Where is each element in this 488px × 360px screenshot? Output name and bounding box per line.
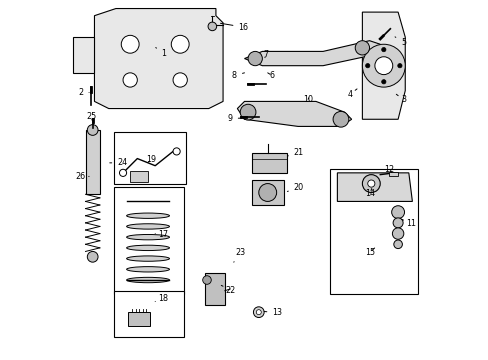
Polygon shape xyxy=(94,9,223,109)
Text: 3: 3 xyxy=(395,94,405,104)
Circle shape xyxy=(393,240,402,249)
Text: 6: 6 xyxy=(267,71,274,80)
Text: 1: 1 xyxy=(155,48,166,58)
Bar xyxy=(85,130,100,194)
Polygon shape xyxy=(337,173,411,202)
Circle shape xyxy=(247,51,262,66)
Circle shape xyxy=(123,73,137,87)
Circle shape xyxy=(173,73,187,87)
Text: 4: 4 xyxy=(346,89,356,99)
Text: 23: 23 xyxy=(233,248,245,262)
Ellipse shape xyxy=(126,277,169,283)
Circle shape xyxy=(354,41,369,55)
Bar xyxy=(114,132,185,184)
Text: 21: 21 xyxy=(287,148,303,157)
Text: 24: 24 xyxy=(109,158,127,167)
Circle shape xyxy=(332,111,348,127)
Text: 14: 14 xyxy=(365,189,374,198)
Ellipse shape xyxy=(126,213,169,219)
Ellipse shape xyxy=(126,267,169,272)
Circle shape xyxy=(391,206,404,219)
Polygon shape xyxy=(237,102,351,126)
Circle shape xyxy=(362,175,380,193)
Text: 20: 20 xyxy=(287,183,303,192)
Text: 18: 18 xyxy=(155,294,168,303)
Text: 8: 8 xyxy=(231,71,244,80)
Bar xyxy=(128,312,149,327)
Polygon shape xyxy=(73,37,94,73)
Ellipse shape xyxy=(126,256,169,261)
Circle shape xyxy=(367,180,374,187)
Circle shape xyxy=(397,64,401,68)
Ellipse shape xyxy=(126,234,169,240)
Bar xyxy=(130,171,148,182)
Text: 11: 11 xyxy=(401,219,415,228)
Text: 12: 12 xyxy=(383,166,393,175)
Text: 22: 22 xyxy=(221,285,236,294)
Circle shape xyxy=(374,57,392,75)
Circle shape xyxy=(392,218,402,228)
Circle shape xyxy=(121,35,139,53)
Circle shape xyxy=(171,35,189,53)
Text: 25: 25 xyxy=(87,112,97,121)
Bar xyxy=(251,153,287,173)
Text: 19: 19 xyxy=(146,155,156,164)
Bar xyxy=(388,172,397,176)
Text: 10: 10 xyxy=(303,95,312,104)
Circle shape xyxy=(258,184,276,202)
Text: 5: 5 xyxy=(394,37,405,47)
Circle shape xyxy=(381,48,385,52)
Bar xyxy=(329,169,417,294)
Text: 26: 26 xyxy=(76,172,89,181)
Circle shape xyxy=(253,307,264,318)
Circle shape xyxy=(362,44,405,87)
Circle shape xyxy=(365,64,369,68)
Text: 17: 17 xyxy=(155,230,168,239)
Circle shape xyxy=(256,310,261,315)
Circle shape xyxy=(391,228,403,239)
Circle shape xyxy=(203,276,211,284)
Circle shape xyxy=(173,148,180,155)
Bar xyxy=(114,187,183,294)
Circle shape xyxy=(207,22,216,31)
Text: 9: 9 xyxy=(227,114,241,123)
Circle shape xyxy=(87,251,98,262)
Bar xyxy=(114,291,183,337)
Text: 15: 15 xyxy=(365,248,374,257)
Circle shape xyxy=(240,104,255,120)
Bar xyxy=(251,180,283,205)
Circle shape xyxy=(119,169,126,176)
Circle shape xyxy=(87,125,98,135)
Text: 16: 16 xyxy=(220,23,248,32)
Text: 13: 13 xyxy=(264,309,282,318)
Text: 7: 7 xyxy=(263,50,268,59)
Polygon shape xyxy=(244,41,380,66)
Ellipse shape xyxy=(126,224,169,229)
Polygon shape xyxy=(362,12,405,119)
Circle shape xyxy=(381,80,385,84)
Bar xyxy=(205,273,224,305)
Ellipse shape xyxy=(126,245,169,251)
Text: 2: 2 xyxy=(78,88,89,97)
